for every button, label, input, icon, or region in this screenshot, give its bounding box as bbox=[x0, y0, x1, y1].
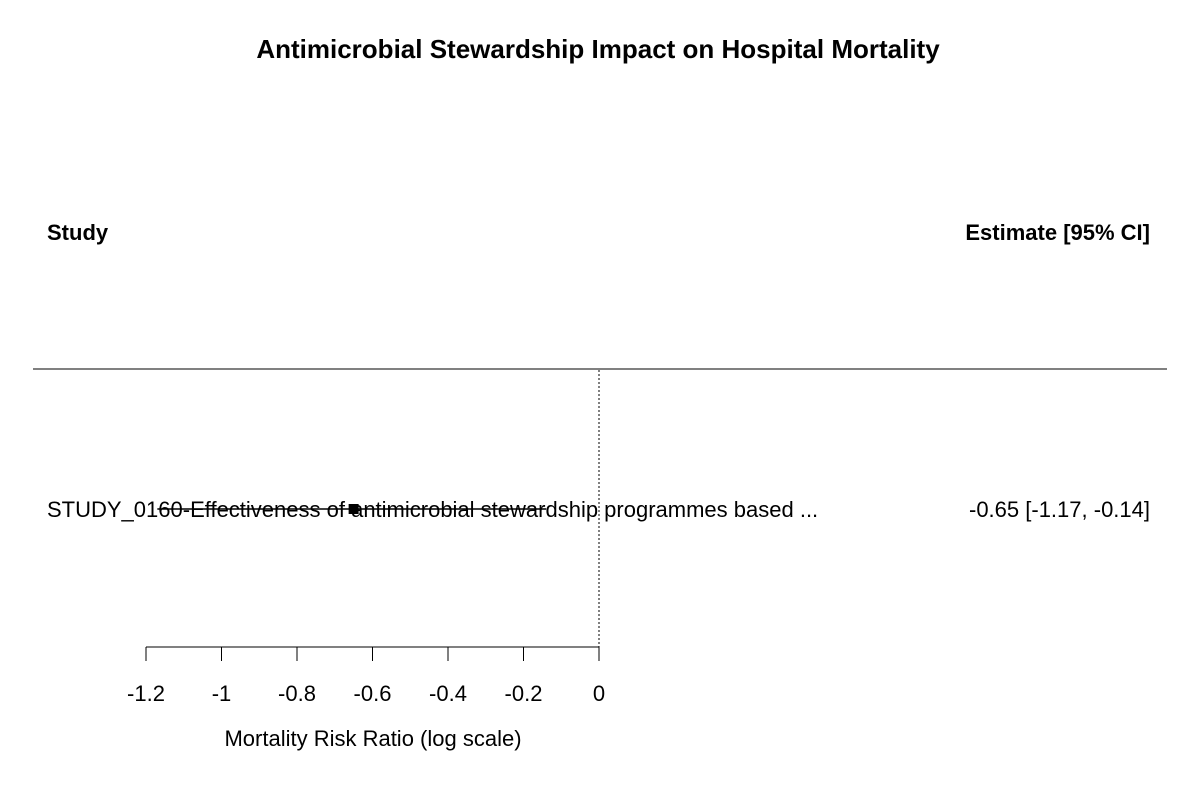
x-axis-tick-label: -1 bbox=[212, 681, 232, 706]
x-axis-tick-label: -0.2 bbox=[505, 681, 543, 706]
x-axis-tick-label: -0.6 bbox=[354, 681, 392, 706]
study-column-header: Study bbox=[47, 220, 109, 245]
x-axis-tick-label: -1.2 bbox=[127, 681, 165, 706]
estimate-column-header: Estimate [95% CI] bbox=[965, 220, 1150, 245]
study-point-estimate bbox=[348, 504, 359, 514]
x-axis-tick-label: -0.8 bbox=[278, 681, 316, 706]
x-axis-label: Mortality Risk Ratio (log scale) bbox=[224, 726, 521, 751]
chart-title: Antimicrobial Stewardship Impact on Hosp… bbox=[256, 34, 940, 64]
study-estimate-text: -0.65 [-1.17, -0.14] bbox=[969, 497, 1150, 522]
x-axis-tick-label: 0 bbox=[593, 681, 605, 706]
x-axis-tick-label: -0.4 bbox=[429, 681, 467, 706]
